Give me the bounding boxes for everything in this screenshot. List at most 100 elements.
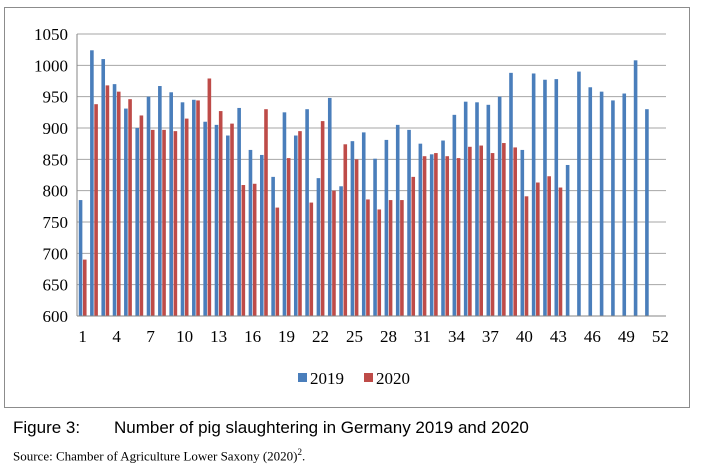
bar-2020-week-20	[298, 131, 302, 316]
legend-label-2020: 2020	[376, 369, 410, 388]
bar-2019-week-1	[78, 200, 83, 316]
bar-2019-week-45	[577, 71, 581, 316]
bar-2020-week-40	[524, 196, 529, 316]
bar-2020-week-41	[536, 182, 540, 316]
bar-2019-week-28	[384, 139, 389, 316]
axes	[76, 34, 666, 317]
bar-2020-week-32	[434, 153, 438, 316]
x-tick-label: 40	[516, 327, 533, 346]
bar-2020-week-6	[139, 115, 144, 316]
bar-2020-week-14	[230, 123, 234, 316]
bar-2020-week-34	[456, 158, 461, 316]
bar-2019-week-4	[112, 84, 117, 316]
y-tick-label: 900	[43, 119, 69, 138]
y-tick-label: 700	[43, 244, 69, 263]
bar-2019-week-37	[486, 104, 491, 317]
x-tick-label: 25	[346, 327, 363, 346]
y-tick-label: 600	[43, 307, 69, 326]
x-tick-label: 37	[482, 327, 500, 346]
x-tick-label: 7	[146, 327, 155, 346]
bar-2019-week-3	[101, 59, 106, 317]
bar-2020-week-25	[354, 159, 359, 316]
chart-area: 600 650 700 750 800 850 900 950 1000 1050 1 4 7 10 13…	[34, 25, 669, 388]
source-note: Source: Chamber of Agriculture Lower Sax…	[13, 447, 305, 464]
bar-2019-week-33	[441, 140, 445, 316]
bar-2019-week-27	[373, 158, 377, 316]
bar-2019-week-36	[475, 102, 479, 316]
bar-2020-week-12	[207, 78, 212, 316]
y-tick-label: 1050	[34, 25, 68, 44]
y-tick-label: 800	[43, 182, 69, 201]
bar-2020-week-37	[490, 153, 495, 316]
x-tick-label: 22	[312, 327, 329, 346]
bar-2019-week-46	[588, 87, 593, 317]
bar-2020-week-23	[332, 190, 336, 316]
y-tick-label: 650	[43, 276, 69, 295]
bar-2020-week-11	[196, 100, 200, 316]
bar-2020-week-24	[343, 144, 348, 316]
bar-2019-week-20	[293, 135, 298, 316]
bar-2019-week-39	[509, 72, 513, 316]
figure-title: Number of pig slaughtering in Germany 20…	[114, 418, 529, 437]
x-tick-label: 43	[550, 327, 567, 346]
bar-2020-week-38	[502, 143, 506, 316]
bar-2020-week-35	[468, 146, 472, 316]
bar-2019-week-2	[90, 50, 94, 316]
bar-2019-week-50	[633, 60, 638, 316]
bar-2020-week-16	[252, 183, 257, 316]
bar-2020-week-5	[128, 99, 132, 316]
bar-2019-week-31	[418, 143, 423, 316]
bar-2019-week-6	[135, 128, 139, 316]
bar-2020-week-28	[388, 200, 393, 316]
y-tick-label: 1000	[34, 56, 68, 75]
bar-2020-week-7	[150, 129, 155, 316]
figure-caption: Figure 3: Number of pig slaughtering in G…	[13, 418, 529, 438]
bar-2020-week-22	[320, 121, 325, 317]
bar-2020-week-31	[422, 156, 427, 316]
x-tick-label: 31	[414, 327, 431, 346]
x-tick-label: 4	[112, 327, 121, 346]
x-tick-label: 28	[380, 327, 397, 346]
bar-2019-week-42	[543, 79, 547, 316]
bar-2020-week-13	[218, 111, 223, 316]
bar-2019-week-47	[599, 91, 604, 316]
x-tick-label: 1	[78, 327, 87, 346]
bar-2020-week-36	[479, 145, 484, 316]
bar-2019-week-41	[531, 73, 536, 316]
y-tick-label: 850	[43, 150, 69, 169]
bar-2020-week-27	[377, 209, 382, 316]
bar-2019-week-12	[203, 121, 207, 316]
bar-2020-week-21	[309, 202, 314, 316]
bar-2019-week-13	[214, 124, 219, 316]
bar-2020-week-19	[286, 158, 291, 316]
bar-2019-week-19	[282, 112, 287, 316]
x-tick-label: 13	[210, 327, 227, 346]
legend: 2019 2020	[298, 369, 410, 388]
bar-2019-week-17	[259, 154, 264, 316]
source-text: Source: Chamber of Agriculture Lower Sax…	[13, 448, 298, 464]
legend-label-2019: 2019	[310, 369, 344, 388]
bar-2019-week-40	[520, 149, 525, 316]
bar-2020-week-15	[241, 185, 246, 316]
bar-2019-week-25	[350, 141, 355, 316]
bar-2020-week-42	[547, 176, 551, 316]
bar-2019-week-7	[146, 96, 151, 317]
bar-2020-week-26	[366, 199, 370, 316]
legend-swatch-2020	[364, 373, 373, 382]
x-tick-label: 16	[244, 327, 261, 346]
y-tick-label: 950	[43, 88, 69, 107]
series-2019-bars	[78, 50, 649, 317]
bar-2019-week-30	[407, 129, 411, 316]
bar-2019-week-9	[169, 92, 173, 316]
bar-2019-week-14	[226, 135, 230, 316]
bar-2019-week-44	[565, 164, 570, 316]
x-tick-label: 49	[618, 327, 635, 346]
bar-2019-week-21	[305, 109, 309, 316]
bar-2019-week-43	[554, 79, 559, 317]
bar-2020-week-33	[445, 156, 450, 316]
legend-swatch-2019	[298, 373, 307, 382]
series-2020-bars	[82, 78, 563, 317]
bar-2019-week-15	[237, 107, 241, 317]
figure-label: Figure 3:	[13, 418, 81, 437]
bar-2019-week-29	[395, 124, 400, 316]
